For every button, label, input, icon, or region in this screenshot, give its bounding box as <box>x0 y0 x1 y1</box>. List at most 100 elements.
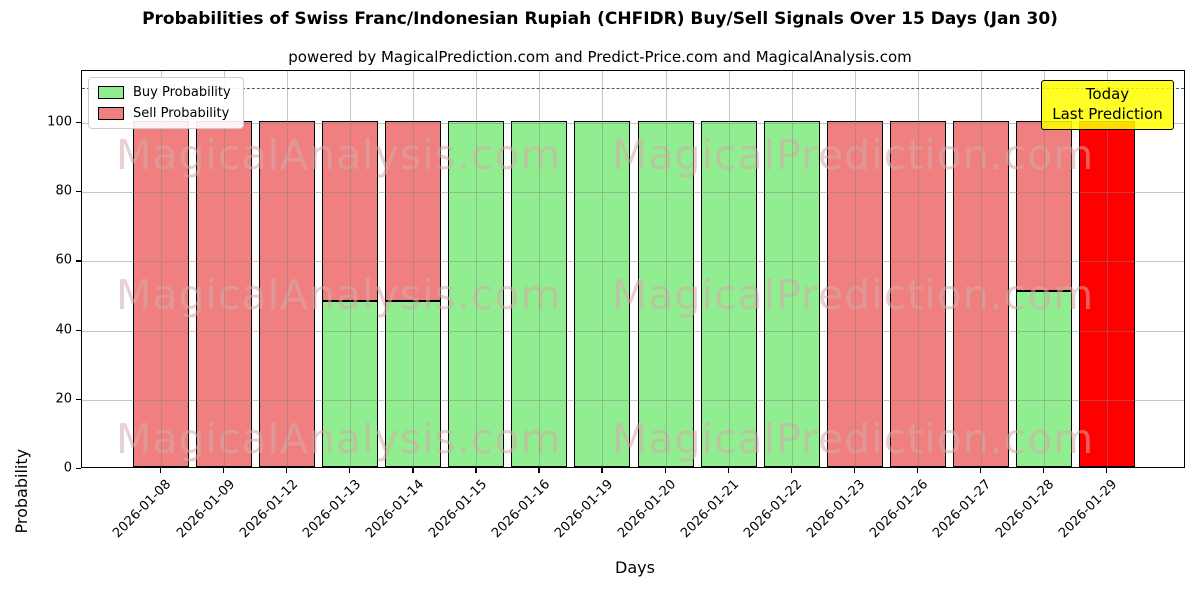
bar-2026-01-09 <box>196 71 253 467</box>
bar-segment-buy <box>700 120 757 467</box>
x-tick-mark <box>664 468 666 473</box>
y-tick-label: 20 <box>55 391 72 407</box>
x-tick-label: 2026-01-09 <box>173 477 238 542</box>
x-tick-mark <box>538 468 540 473</box>
bar-2026-01-21 <box>700 71 757 467</box>
gridline-horizontal <box>82 192 1184 194</box>
x-tick-label: 2026-01-14 <box>362 477 427 542</box>
x-tick-mark <box>286 468 288 473</box>
gridline-vertical <box>1043 71 1045 467</box>
gridline-horizontal <box>82 261 1184 263</box>
gridline-vertical <box>791 71 793 467</box>
gridline-vertical <box>287 71 289 467</box>
bar-segment-sell <box>133 120 189 467</box>
chart-title: Probabilities of Swiss Franc/Indonesian … <box>142 9 1058 29</box>
x-tick-mark <box>223 468 225 473</box>
gridline-vertical <box>476 71 478 467</box>
bar-segment-sell <box>1079 120 1135 467</box>
today-annotation-line2: Last Prediction <box>1052 105 1163 124</box>
x-tick-label: 2026-01-23 <box>804 477 869 542</box>
threshold-dashed-line <box>82 88 1184 90</box>
y-tick-mark <box>76 398 81 401</box>
bar-2026-01-19 <box>574 71 631 467</box>
y-tick-label: 40 <box>55 322 72 338</box>
bar-2026-01-27 <box>952 71 1009 467</box>
x-tick-mark <box>1106 468 1108 473</box>
y-tick-mark <box>76 329 81 331</box>
x-axis-label: Days <box>615 558 655 577</box>
y-tick-label: 100 <box>47 114 72 130</box>
x-tick-label: 2026-01-12 <box>236 477 301 542</box>
x-tick-mark <box>979 468 982 473</box>
x-tick-mark <box>160 468 162 473</box>
x-tick-label: 2026-01-27 <box>930 477 995 542</box>
gridline-horizontal <box>82 399 1184 401</box>
x-tick-label: 2026-01-26 <box>867 477 932 542</box>
x-tick-mark <box>412 468 414 473</box>
legend: Buy Probability Sell Probability <box>88 77 244 129</box>
bar-segment-buy <box>322 300 379 467</box>
bar-2026-01-16 <box>511 71 568 467</box>
bar-segment-sell <box>322 120 379 301</box>
gridline-vertical <box>539 71 541 467</box>
gridline-horizontal <box>82 330 1184 332</box>
x-tick-mark <box>790 468 792 473</box>
gridline-vertical <box>602 71 604 467</box>
x-tick-mark <box>853 468 856 473</box>
y-tick-label: 80 <box>55 183 72 199</box>
x-tick-mark <box>1042 468 1045 473</box>
gridline-vertical <box>1107 71 1108 467</box>
bar-2026-01-12 <box>259 71 316 467</box>
gridline-vertical <box>917 71 919 467</box>
x-tick-label: 2026-01-21 <box>678 477 743 542</box>
bar-segment-buy <box>763 120 820 467</box>
sell-swatch-icon <box>98 107 124 120</box>
gridline-vertical <box>854 71 856 467</box>
bar-2026-01-20 <box>637 71 694 467</box>
legend-label-buy: Buy Probability <box>133 85 231 100</box>
bar-segment-buy <box>385 300 442 467</box>
x-tick-label: 2026-01-08 <box>110 477 175 542</box>
legend-entry-sell: Sell Probability <box>98 106 231 121</box>
bar-2026-01-26 <box>889 71 946 467</box>
x-tick-label: 2026-01-20 <box>615 477 680 542</box>
bar-2026-01-13 <box>322 71 379 467</box>
bar-segment-buy <box>448 120 505 467</box>
gridline-vertical <box>980 71 982 467</box>
gridline-vertical <box>665 71 667 467</box>
bar-segment-sell <box>952 120 1009 467</box>
x-tick-label: 2026-01-15 <box>425 477 490 542</box>
bar-segment-sell <box>826 120 883 467</box>
bar-2026-01-29 <box>1079 71 1135 467</box>
plot-area <box>81 70 1185 468</box>
x-tick-mark <box>601 468 603 473</box>
gridline-vertical <box>161 71 162 467</box>
gridline-vertical <box>224 71 226 467</box>
gridline-vertical <box>350 71 352 467</box>
y-tick-mark <box>76 260 81 262</box>
bar-2026-01-14 <box>385 71 442 467</box>
y-tick-label: 60 <box>55 252 72 268</box>
bar-2026-01-23 <box>826 71 883 467</box>
bar-2026-01-08 <box>133 71 189 467</box>
bar-2026-01-22 <box>763 71 820 467</box>
x-tick-mark <box>349 468 351 473</box>
x-tick-label: 2026-01-28 <box>993 477 1058 542</box>
y-tick-mark <box>76 191 81 193</box>
bar-segment-buy <box>511 120 568 467</box>
x-tick-label: 2026-01-13 <box>299 477 364 542</box>
y-tick-label: 0 <box>63 460 72 476</box>
y-tick-mark <box>76 121 81 124</box>
bar-segment-buy <box>574 120 631 467</box>
bar-2026-01-28 <box>1015 71 1072 467</box>
legend-label-sell: Sell Probability <box>133 106 230 121</box>
x-tick-label: 2026-01-19 <box>552 477 617 542</box>
buy-swatch-icon <box>98 86 124 99</box>
bar-segment-sell <box>889 120 946 467</box>
bar-segment-sell <box>259 120 316 467</box>
today-annotation: Today Last Prediction <box>1041 80 1174 130</box>
gridline-vertical <box>728 71 730 467</box>
gridline-horizontal <box>82 122 1184 124</box>
today-annotation-line1: Today <box>1085 85 1130 103</box>
